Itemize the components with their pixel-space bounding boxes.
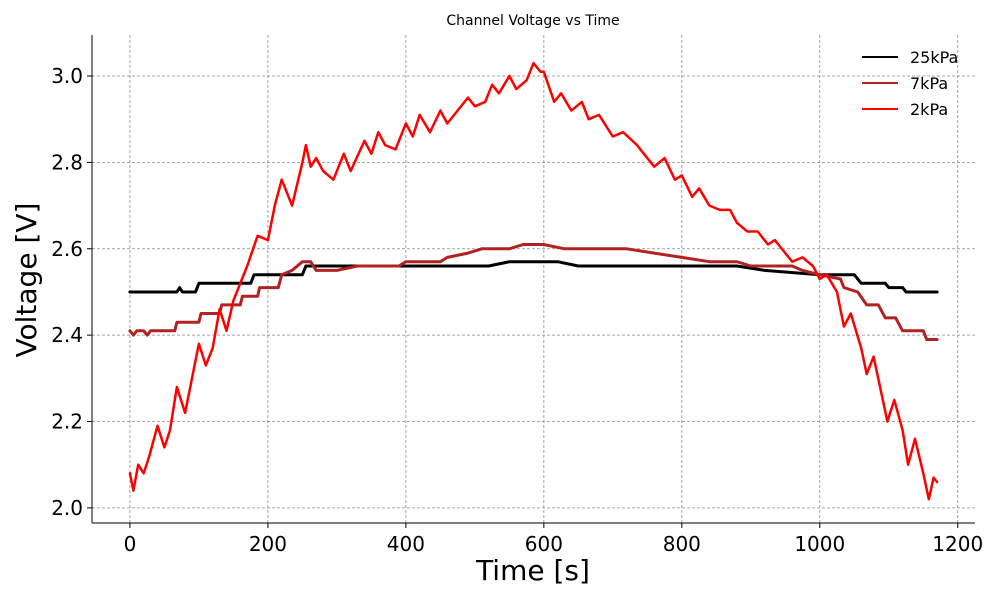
y-tick-label: 3.0 xyxy=(51,64,83,88)
x-axis-label: Time [s] xyxy=(475,554,590,587)
x-tick-label: 0 xyxy=(124,532,137,556)
x-tick-label: 800 xyxy=(663,532,701,556)
y-axis-label: Voltage [V] xyxy=(10,203,43,358)
legend-label-25kpa: 25kPa xyxy=(910,48,958,67)
series-line-2kpa xyxy=(128,61,939,501)
y-tick-label: 2.6 xyxy=(51,237,83,261)
y-ticks: 2.0 2.2 2.4 2.6 2.8 3.0 xyxy=(51,64,92,520)
y-tick-label: 2.0 xyxy=(51,496,83,520)
x-tick-label: 1000 xyxy=(794,532,845,556)
x-tick-label: 1200 xyxy=(932,532,983,556)
series-line-7kpa xyxy=(128,243,939,341)
y-tick-label: 2.4 xyxy=(51,323,83,347)
x-tick-label: 600 xyxy=(525,532,563,556)
grid-lines xyxy=(92,35,975,523)
y-tick-label: 2.8 xyxy=(51,150,83,174)
legend-label-2kpa: 2kPa xyxy=(910,100,948,119)
x-tick-label: 200 xyxy=(249,532,287,556)
legend: 25kPa 7kPa 2kPa xyxy=(862,48,958,119)
x-tick-label: 400 xyxy=(387,532,425,556)
axes xyxy=(91,35,975,524)
y-tick-label: 2.2 xyxy=(51,410,83,434)
series-line-25kpa xyxy=(128,260,939,294)
series-layer xyxy=(128,61,939,501)
chart-title: Channel Voltage vs Time xyxy=(446,13,619,29)
legend-label-7kpa: 7kPa xyxy=(910,74,948,93)
x-ticks: 0 200 400 600 800 1000 1200 xyxy=(124,523,983,556)
